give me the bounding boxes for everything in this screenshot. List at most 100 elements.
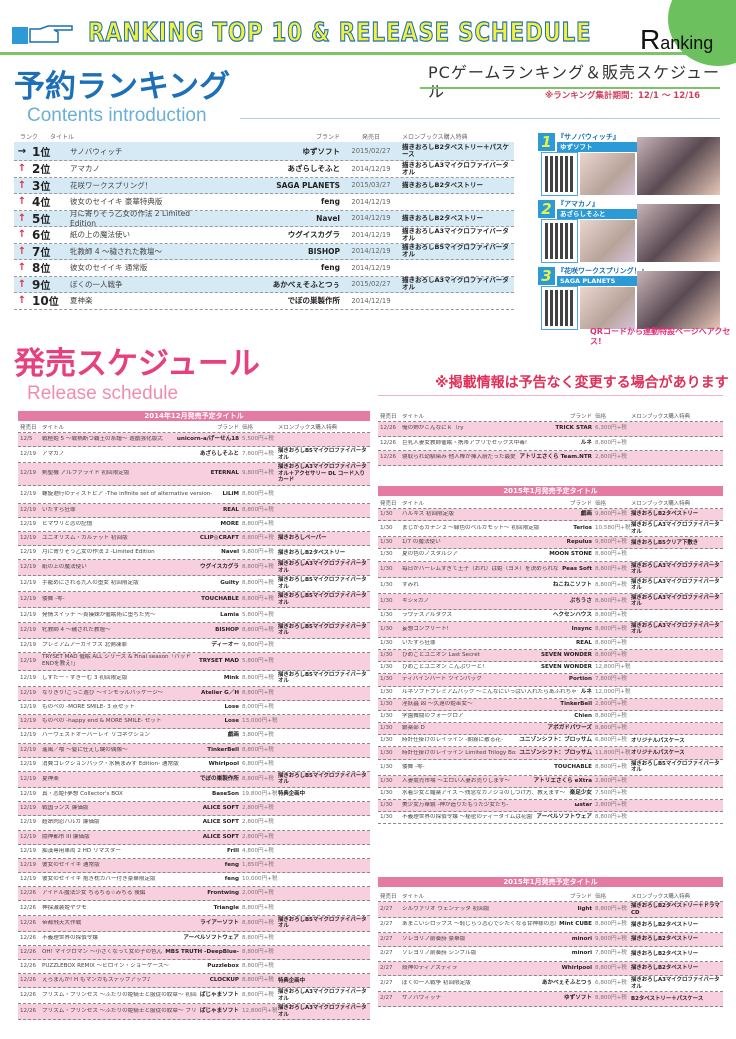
price: 8,800円+税 [242, 490, 274, 497]
release-date: 12/19 [20, 861, 37, 868]
rank-badge: 2 [538, 200, 555, 218]
price: 8,800円+税 [595, 814, 627, 821]
brand: unicorn-a/げーせん18 [176, 436, 239, 443]
game-image [580, 220, 635, 262]
release-date: 1/30 [380, 676, 393, 683]
banner-title: RANKING TOP 10 & RELEASE SCHEDULE [88, 17, 592, 48]
brand: Puzzlebox [207, 963, 239, 970]
brand: CLOCKUP [209, 977, 239, 984]
ranking-row: ↑ 3位 花咲ワークスプリング！ SAGA PLANETS 2015/03/27 描きおろ… [14, 177, 514, 194]
release-date: 12/26 [20, 992, 37, 999]
bonus: 描きおろしB2タペストリー＋パスケース [402, 143, 509, 158]
ranking-table: ランク タイトル ブランド 発売日 メロンブックス購入特典 → 1位 サノバウィッチ… [14, 131, 514, 311]
brand: 戯画 [227, 732, 239, 739]
game-title: プリズム・プリンセス ～ふたりの姫騎士と服従の紋章～ 初回限定版 [42, 992, 197, 999]
price: 8,800円+税 [595, 906, 627, 912]
game-title: 人妻競売市場 ～エロい人妻お売りします～ [402, 777, 511, 784]
bonus: 描きおろしB2タペストリー [631, 921, 699, 928]
brand: あざらしそふと [287, 164, 341, 174]
col-title: タイトル [402, 893, 425, 900]
game-title: 彼女のセイイキ 抱き枕カバー付き豪華限定版 [42, 876, 156, 883]
rank-number: 2位 [30, 161, 70, 176]
release-date: 12/19 [20, 746, 37, 753]
qr-code[interactable] [541, 219, 578, 263]
price: 19,800円+税 [242, 791, 278, 798]
qr-code[interactable] [541, 152, 578, 196]
bonus: 描きおろしB2タペストリー [402, 180, 483, 189]
game-title: 倭舞 -零- [402, 763, 425, 770]
table-row: 12/19 倭舞 -零- TOUCHABLE 8,800円+税 描きおろしB5マイクロフ… [18, 592, 370, 609]
bonus: オリジナルパスケース [631, 749, 685, 756]
game-title: いたずら狂罪 [402, 639, 436, 646]
brand: ぱじゃまソフト [199, 1008, 239, 1015]
brand: MOON STONE [549, 551, 592, 558]
brand: minori [571, 950, 592, 957]
game-title: なりきり!ごっこ遊び ～インモラルパッケージ～ [42, 689, 164, 696]
brand: ルネ [580, 688, 592, 695]
card-brand: SAGA PLANETS [557, 276, 647, 286]
ranking-row: ↑ 4位 彼女のセイイキ 豪華特典版 feng 2014/12/19 [14, 194, 514, 211]
arrow-up-icon: ↑ [17, 262, 27, 274]
bonus: 描きおろしB2タペストリー [402, 213, 483, 222]
card-title: 『サノバウィッチ』 [557, 133, 620, 141]
rank-suffix: 位 [40, 214, 51, 226]
brand: BISHOP [215, 626, 239, 633]
card-title: 『アマカノ』 [557, 200, 599, 208]
qr-code[interactable] [541, 286, 578, 330]
game-title: 牝教師 4 ～穢された教壇～ [70, 246, 163, 256]
game-title: ぼくの一人戦争 初回限定版 [402, 980, 471, 986]
bonus: 描きおろしA3マイクロファイバータオル [278, 1005, 367, 1018]
rank-number: 7位 [30, 244, 70, 259]
game-title: サノバウィッチ [70, 146, 123, 156]
ranking-logo: Ranking [640, 24, 713, 59]
game-title: まじかるカナン 2 ～緑色のベルガモット～ 初回限定版 [402, 525, 540, 532]
bonus: 描きおろしB5マイクロファイバータオル [278, 448, 367, 461]
game-title: アマカノ [42, 451, 65, 458]
game-title: 月に寄りそう乙女の作法 2 Limited Edition [70, 209, 191, 229]
rank-value: 6 [32, 228, 41, 243]
release-date: 12/5 [20, 436, 33, 443]
game-title: OH! マイクロマン ～小さくなって女の子の色んなトコロに入っちゃお～ [42, 948, 163, 955]
release-date: 12/19 [20, 520, 37, 527]
table-row: 12/26 不義理世界の探偵令嬢 アーベルソフトウェア 8,800円+税 [18, 932, 370, 946]
table-row: 2/27 ソレヨリノ前奏詩 豪華版 minori 9,800円+税 描きおろしB2タペス… [378, 932, 723, 947]
price: 8,800円+税 [595, 565, 627, 572]
brand: あざらしそふと [199, 451, 239, 458]
brand: TRICK STAR [555, 425, 592, 432]
table-row: 12/26 PUZZLEBOX REMIX ～ヒロイン・ショーケース～ Puzzle… [18, 960, 370, 975]
release-date: 12/19 [20, 833, 37, 840]
release-date: 1/30 [380, 712, 393, 719]
rank-number: 5位 [30, 211, 70, 226]
release-date: 2014/12/19 [351, 230, 391, 239]
arrow-up-icon: ↑ [17, 196, 27, 208]
table-row: 12/19 月に寄りそう乙女の作法 2 -Limited Edition Navel… [18, 546, 370, 561]
brand: ねこねこソフト [552, 581, 592, 588]
table-row: 12/26 アイドル魔法少女 ちるちる☆みちる 後編 Frontwing 2,000円… [18, 887, 370, 902]
price: 7,800円+税 [242, 451, 274, 458]
table-row: 1/30 ルネソフトプレミアムパック ～こんなにいっぱい入れたらあふれちゃう～ ルネ… [378, 687, 723, 699]
bonus: オリジナルパスケース [631, 737, 685, 744]
rank-value: 9 [32, 277, 41, 292]
table-row: 2/27 あまこいシロップス ～恥じらう恋心でシたくなる甘神様の恋祭り～ Mint … [378, 918, 723, 933]
brand: ウグイスカグラ [200, 564, 239, 571]
release-date: 12/26 [20, 890, 37, 897]
price: 2,800円+税 [242, 833, 274, 840]
rank-number: 6位 [30, 227, 70, 242]
brand: あかべぇそふとつぅ [541, 980, 592, 986]
notice: ※掲載情報は予告なく変更する場合があります [435, 375, 729, 391]
game-title: ソレヨリノ前奏詩 豪華版 [402, 935, 466, 942]
release-date: 12/19 [20, 580, 37, 587]
bonus: 描きおろしB5マイクロファイバータオル [631, 760, 720, 774]
bonus: 描きおろしA3マイクロファイバータオル＋アクセサリー DL コード入りカード [278, 464, 367, 484]
brand: TOUCHABLE [201, 596, 239, 603]
divider [378, 395, 723, 396]
table-row: 12/19 剣聖機 アルファライド 初回限定版 ETERNAL 9,800円+税 描きお… [18, 463, 370, 486]
table-row: 1/30 ラウテスアルタクス ヘクセンハウス 8,800円+税 [378, 610, 723, 622]
game-title: ひめごとユニオン Last Secret [402, 652, 480, 659]
release-date: 12/26 [20, 1008, 37, 1015]
game-title: アマカノ [70, 164, 100, 174]
rank-value: 3 [32, 178, 41, 193]
brand: ゆずソフト [564, 995, 592, 1002]
game-title: PUZZLEBOX REMIX ～ヒロイン・ショーケース～ [42, 963, 170, 970]
col-title: タイトル [42, 424, 65, 431]
